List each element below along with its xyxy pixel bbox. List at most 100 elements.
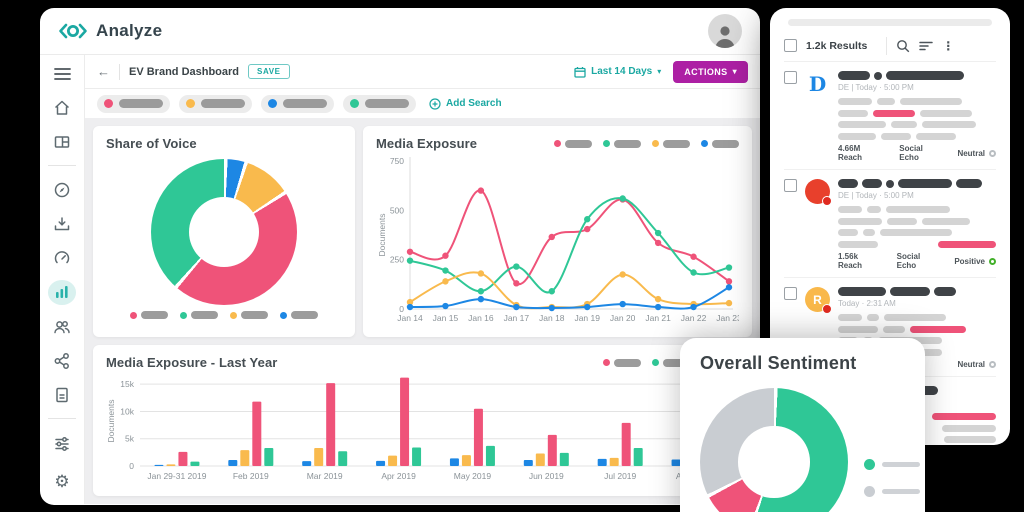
search-pill-dot — [350, 99, 359, 108]
boards-icon[interactable] — [49, 131, 75, 154]
document-icon[interactable] — [49, 383, 75, 406]
redacted-legend-label — [882, 461, 920, 467]
legend-item[interactable] — [230, 311, 268, 319]
legend-item[interactable] — [701, 139, 739, 148]
share-icon[interactable] — [49, 349, 75, 372]
redacted-text-blob — [838, 98, 872, 105]
user-avatar[interactable] — [708, 14, 742, 48]
source-avatar-r: R — [805, 287, 832, 314]
svg-text:Documents: Documents — [377, 214, 387, 257]
redacted-text-blob — [838, 314, 862, 321]
search-icon[interactable] — [896, 39, 910, 53]
redacted-title-blob — [956, 179, 982, 188]
result-meta: Today · 2:31 AM — [838, 299, 896, 308]
svg-text:Feb 2019: Feb 2019 — [233, 471, 269, 481]
legend-item[interactable] — [652, 358, 690, 367]
sentiment-legend-item — [864, 458, 920, 470]
search-pill[interactable] — [97, 94, 170, 113]
media-exposure-line-chart[interactable]: 0 250 500 750 Jan 14 Jan 15 Jan 16 Jan 17 Jan 18… — [376, 151, 739, 327]
legend-item[interactable] — [603, 139, 641, 148]
svg-text:Jan 23: Jan 23 — [716, 313, 739, 323]
media-exposure-legend — [554, 139, 739, 148]
filters-sliders-icon[interactable] — [49, 431, 75, 457]
legend-item[interactable] — [603, 358, 641, 367]
redacted-legend-label — [663, 139, 690, 148]
calendar-icon — [574, 66, 586, 78]
search-pill-dot — [104, 99, 113, 108]
svg-text:Jul 2019: Jul 2019 — [604, 471, 636, 481]
redacted-text-blob — [891, 121, 917, 128]
redacted-text-blob — [863, 229, 875, 236]
highlighted-text-blob — [932, 413, 996, 420]
sort-icon[interactable] — [919, 40, 934, 52]
audiences-people-icon[interactable] — [49, 316, 75, 339]
redacted-text-blob — [884, 314, 946, 321]
highlighted-text-blob — [873, 109, 915, 117]
overall-sentiment-title: Overall Sentiment — [700, 353, 857, 373]
inbox-download-icon[interactable] — [49, 212, 75, 235]
actions-button[interactable]: ACTIONS ▾ — [673, 60, 748, 83]
legend-item[interactable] — [130, 311, 168, 319]
source-letter: D — [808, 71, 827, 96]
gauge-icon[interactable] — [49, 246, 75, 269]
search-pill[interactable] — [261, 94, 334, 113]
result-item[interactable]: D DE | Today · 5:00 PM 4.66M Reach Socia… — [784, 62, 996, 170]
dashboard-toolbar: ← EV Brand Dashboard SAVE Last 14 Days ▾… — [85, 55, 760, 89]
header-divider — [886, 36, 888, 55]
media-exposure-last-year-title: Media Exposure - Last Year — [106, 355, 278, 370]
share-of-voice-legend — [106, 311, 342, 319]
svg-text:250: 250 — [390, 255, 404, 265]
select-all-checkbox[interactable] — [784, 39, 797, 52]
date-range-selector[interactable]: Last 14 Days ▾ — [574, 66, 661, 78]
redacted-text-blob — [838, 229, 858, 236]
legend-dot — [230, 311, 237, 319]
menu-hamburger-icon[interactable] — [49, 63, 75, 86]
home-icon[interactable] — [49, 97, 75, 120]
legend-dot — [701, 140, 708, 147]
svg-text:15k: 15k — [120, 379, 134, 389]
redacted-text-blob — [877, 98, 895, 105]
svg-text:Jan 29-31 2019: Jan 29-31 2019 — [147, 471, 206, 481]
result-meta: DE | Today · 5:00 PM — [838, 83, 914, 92]
redacted-text-blob — [886, 206, 950, 213]
media-exposure-bar-chart[interactable]: 0 5k 10k 15k Documents Jan 29-31 2019 Feb 2019… — [106, 370, 739, 486]
result-checkbox[interactable] — [784, 71, 797, 84]
redacted-title-blob — [838, 287, 886, 296]
svg-text:Apr 2019: Apr 2019 — [381, 471, 416, 481]
back-arrow-icon[interactable]: ← — [97, 64, 110, 79]
legend-dot — [864, 485, 875, 497]
search-pill[interactable] — [343, 94, 416, 113]
app-logo[interactable]: Analyze — [58, 21, 162, 41]
redacted-title-blob — [934, 287, 956, 296]
legend-dot — [280, 311, 287, 319]
legend-item[interactable] — [652, 139, 690, 148]
dashboard-title: EV Brand Dashboard — [129, 65, 240, 78]
result-item[interactable]: DE | Today · 5:00 PM 1.56k Reach Social … — [784, 170, 996, 278]
explore-compass-icon[interactable] — [49, 178, 75, 201]
kebab-menu-icon[interactable]: ⋮ — [942, 38, 955, 53]
sentiment-label: Neutral — [957, 148, 985, 158]
redacted-text-blob — [922, 217, 970, 225]
nav-divider — [48, 165, 76, 167]
share-of-voice-donut[interactable] — [151, 159, 297, 305]
media-exposure-title: Media Exposure — [376, 136, 478, 151]
redacted-text-blob — [838, 240, 878, 248]
sentiment-label: Neutral — [957, 360, 985, 369]
add-search-button[interactable]: Add Search — [429, 97, 502, 110]
result-checkbox[interactable] — [784, 179, 797, 192]
search-pill[interactable] — [179, 94, 252, 113]
result-checkbox[interactable] — [784, 287, 797, 300]
legend-item[interactable] — [554, 139, 592, 148]
analytics-chart-icon[interactable] — [48, 279, 76, 305]
save-button[interactable]: SAVE — [248, 64, 290, 79]
svg-text:0: 0 — [129, 461, 134, 471]
actions-label: ACTIONS — [684, 66, 728, 77]
source-avatar-d: D — [805, 71, 830, 96]
overall-sentiment-donut[interactable] — [700, 388, 848, 512]
share-of-voice-title: Share of Voice — [106, 136, 197, 151]
legend-item[interactable] — [280, 311, 318, 319]
settings-gear-icon[interactable]: ⚙ — [54, 471, 70, 491]
legend-item[interactable] — [180, 311, 218, 319]
overall-sentiment-card: Overall Sentiment — [680, 338, 925, 512]
svg-text:Jan 19: Jan 19 — [574, 313, 600, 323]
